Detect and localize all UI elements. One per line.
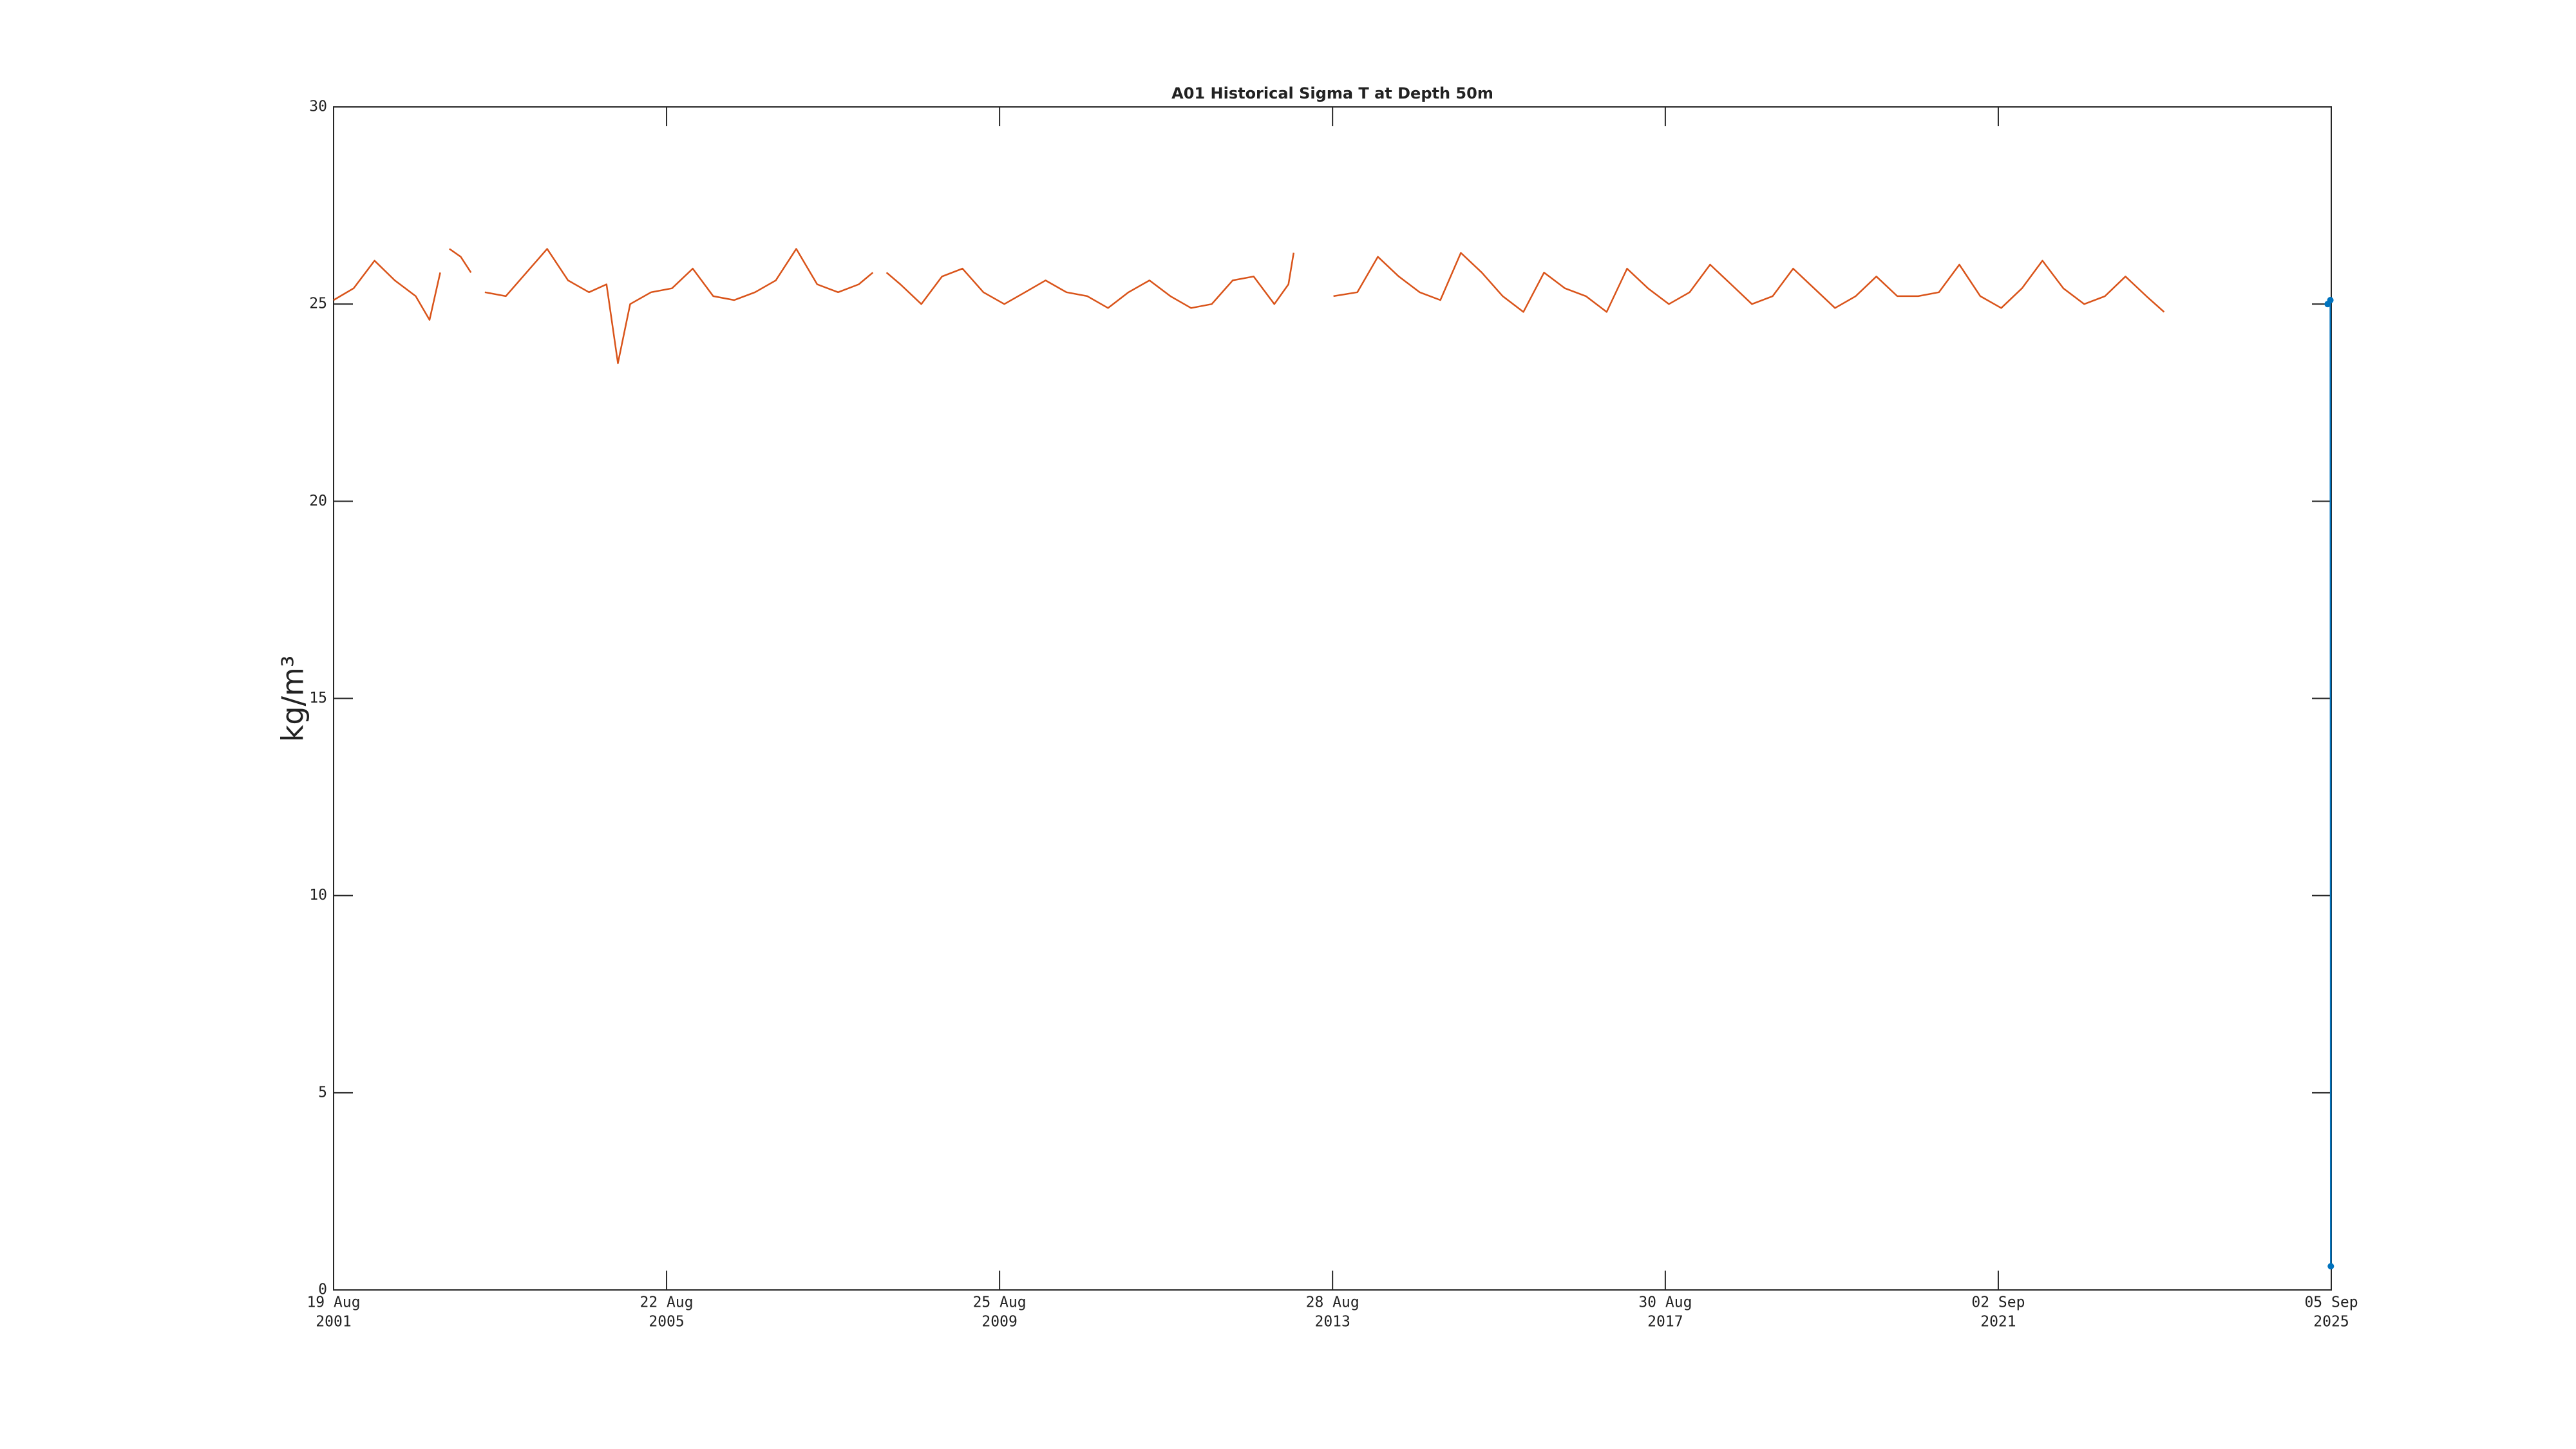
y-tick-label: 5 [318,1084,327,1101]
data-point [2327,1263,2334,1270]
data-line [333,248,2165,365]
y-tick-label: 15 [309,690,327,706]
x-tick-label: 2001 [316,1314,351,1331]
x-tick-label: 2021 [1980,1314,2016,1331]
y-tick-label: 20 [309,493,327,509]
x-tick-label: 30 Aug [1638,1294,1692,1311]
x-tick-label: 2009 [981,1314,1017,1331]
y-tick-label: 0 [318,1282,327,1298]
y-tick-label: 10 [309,887,327,904]
x-tick-label: 28 Aug [1306,1294,1359,1311]
x-tick-label: 2005 [649,1314,684,1331]
x-tick-label: 2025 [2313,1314,2349,1331]
y-axis-label: kg/m³ [276,656,310,743]
x-tick-label: 05 Sep [2304,1294,2358,1311]
x-tick-label: 22 Aug [640,1294,694,1311]
x-tick-label: 2013 [1314,1314,1350,1331]
x-tick-label: 19 Aug [307,1294,360,1311]
x-tick-label: 02 Sep [1971,1294,2025,1311]
chart-title: A01 Historical Sigma T at Depth 50m [1171,84,1493,102]
data-point [2327,297,2334,304]
y-tick-label: 25 [309,296,327,312]
y-tick-label: 30 [309,99,327,115]
x-tick-label: 25 Aug [973,1294,1027,1311]
x-tick-label: 2017 [1647,1314,1683,1331]
